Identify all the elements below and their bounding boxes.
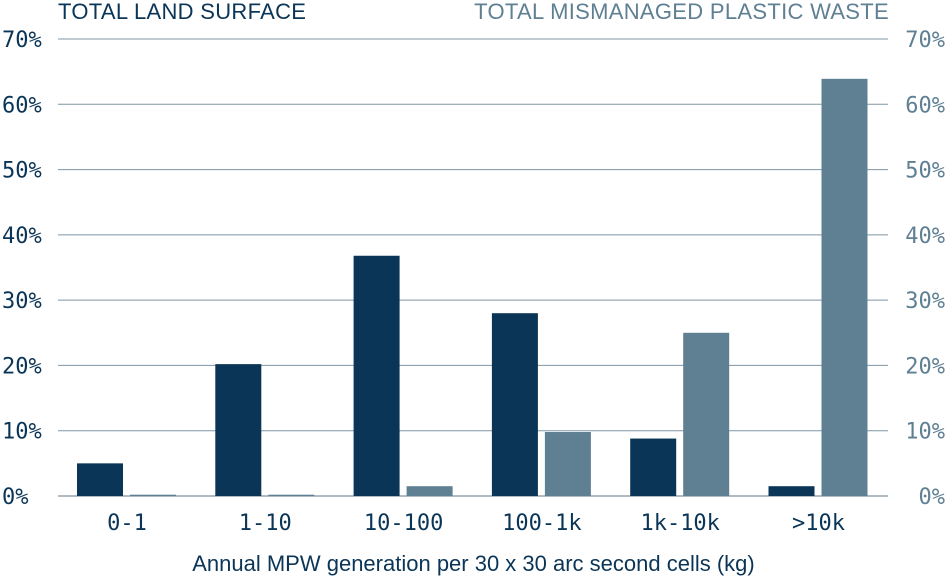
x-tick-label: >10k: [792, 511, 845, 536]
bar-land-surface: [353, 255, 400, 496]
y-tick-label-right: 10%: [905, 420, 945, 445]
y-tick-label-left: 40%: [2, 224, 42, 249]
x-tick-label: 0-1: [107, 511, 147, 536]
legend-total-mismanaged-plastic-waste: TOTAL MISMANAGED PLASTIC WASTE: [474, 0, 889, 24]
y-tick-label-left: 10%: [2, 420, 42, 445]
y-tick-label-right: 20%: [905, 354, 945, 379]
y-tick-label-right: 0%: [919, 485, 946, 510]
x-tick-label: 10-100: [364, 511, 443, 536]
bar-mismanaged-plastic-waste: [130, 494, 176, 496]
bar-mismanaged-plastic-waste: [268, 494, 315, 496]
bar-mismanaged-plastic-waste: [683, 332, 730, 496]
bar-land-surface: [768, 486, 815, 496]
y-tick-label-left: 50%: [2, 159, 42, 184]
y-tick-label-left: 60%: [2, 93, 42, 118]
y-tick-label-left: 20%: [2, 354, 42, 379]
y-tick-label-right: 30%: [905, 289, 945, 314]
bar-land-surface: [77, 463, 123, 496]
y-tick-label-right: 60%: [905, 93, 945, 118]
x-tick-label: 100-1k: [502, 511, 581, 536]
bar-land-surface: [630, 438, 677, 496]
bar-mismanaged-plastic-waste: [406, 486, 453, 496]
legend-total-land-surface: TOTAL LAND SURFACE: [58, 0, 307, 24]
x-tick-label: 1k-10k: [640, 511, 719, 536]
y-tick-label-right: 40%: [905, 224, 945, 249]
y-tick-label-right: 50%: [905, 159, 945, 184]
y-tick-label-left: 30%: [2, 289, 42, 314]
bar-mismanaged-plastic-waste: [544, 432, 591, 496]
x-tick-label: 1-10: [239, 511, 292, 536]
x-axis-label: Annual MPW generation per 30 x 30 arc se…: [192, 551, 755, 576]
bar-land-surface: [215, 364, 262, 496]
y-tick-label-left: 70%: [2, 28, 42, 53]
bar-land-surface: [491, 313, 538, 496]
y-tick-label-right: 70%: [905, 28, 945, 53]
y-tick-label-left: 0%: [2, 485, 29, 510]
bar-mismanaged-plastic-waste: [821, 78, 868, 497]
